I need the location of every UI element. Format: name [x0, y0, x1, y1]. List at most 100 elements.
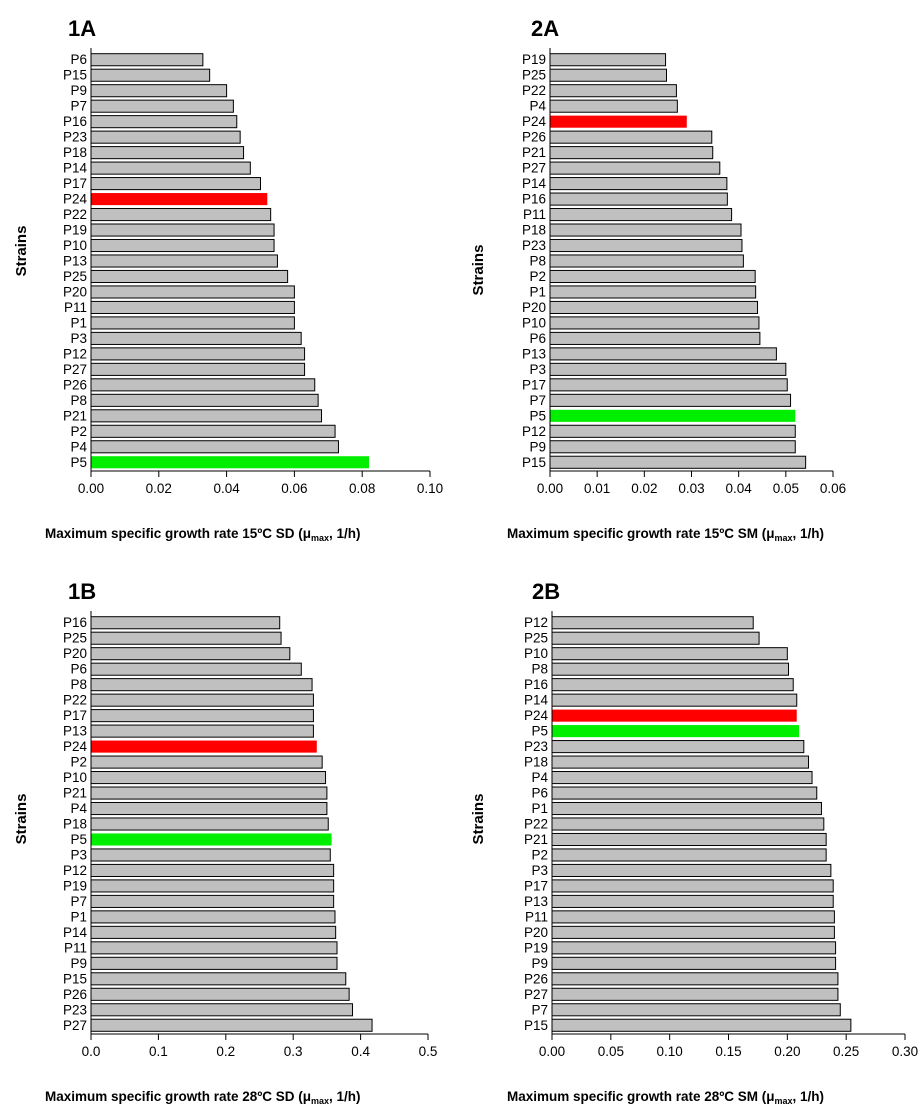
- bar-p20: [90, 647, 291, 661]
- category-label-p12: P12: [524, 615, 548, 630]
- bar-p23: [551, 740, 805, 754]
- category-label-p12: P12: [63, 863, 87, 878]
- bar-p27: [90, 362, 306, 376]
- category-label-p7: P7: [531, 1002, 548, 1017]
- x-axis-label: Maximum specific growth rate 28ºC SM (μm…: [507, 1089, 824, 1106]
- category-label-p20: P20: [522, 300, 546, 315]
- bar-p6: [90, 662, 302, 676]
- category-label-p13: P13: [63, 254, 87, 269]
- x-tick-label: 0.06: [281, 481, 307, 496]
- bar-p2: [90, 755, 323, 769]
- panel-label: 1B: [68, 579, 96, 604]
- category-label-p2: P2: [70, 755, 87, 770]
- bar-p2: [551, 848, 827, 862]
- category-label-p9: P9: [70, 83, 87, 98]
- bar-p20: [551, 925, 835, 939]
- bar-p15: [549, 455, 807, 469]
- bar-p4: [90, 440, 339, 454]
- x-axis-label: Maximum specific growth rate 15ºC SD (μm…: [45, 526, 361, 543]
- bar-p14: [549, 177, 728, 191]
- bar-p6: [90, 53, 204, 67]
- category-label-p26: P26: [63, 987, 87, 1002]
- category-label-p22: P22: [63, 207, 87, 222]
- bar-p17: [551, 879, 834, 893]
- bar-p18: [90, 817, 329, 831]
- category-label-p14: P14: [524, 693, 549, 708]
- bar-p21: [90, 786, 328, 800]
- bar-p16: [551, 678, 794, 692]
- category-label-p15: P15: [522, 455, 546, 470]
- category-label-p4: P4: [70, 439, 87, 454]
- bar-p8: [90, 678, 313, 692]
- x-axis-label: Maximum specific growth rate 28ºC SD (μm…: [45, 1089, 361, 1106]
- bar-p23: [549, 238, 743, 253]
- bar-p17: [90, 177, 261, 191]
- bar-p19: [90, 223, 275, 237]
- bar-p16: [90, 115, 238, 129]
- x-tick-label: 0.2: [216, 1044, 235, 1059]
- category-label-p26: P26: [524, 971, 548, 986]
- bar-p13: [551, 894, 834, 908]
- category-label-p21: P21: [522, 145, 546, 160]
- category-label-p2: P2: [531, 847, 548, 862]
- bar-p27: [551, 987, 839, 1001]
- category-label-p5: P5: [70, 832, 87, 847]
- bar-p13: [90, 724, 314, 738]
- bar-p5: [91, 833, 332, 846]
- x-tick-label: 0.00: [539, 1044, 565, 1059]
- bar-p24: [550, 115, 687, 128]
- x-tick-label: 0.02: [631, 481, 657, 496]
- bar-p10: [549, 316, 760, 330]
- category-label-p13: P13: [522, 346, 546, 361]
- bar-p21: [549, 146, 714, 160]
- category-label-p27: P27: [63, 362, 87, 377]
- bar-p4: [90, 801, 328, 816]
- x-tick-label: 0.0: [82, 1044, 101, 1059]
- bar-p16: [90, 616, 281, 630]
- bar-p15: [90, 972, 347, 986]
- category-label-p27: P27: [522, 161, 546, 176]
- bar-p25: [90, 269, 289, 284]
- bar-p7: [90, 99, 234, 113]
- category-label-p12: P12: [522, 424, 546, 439]
- bar-p21: [90, 409, 323, 423]
- category-label-p21: P21: [63, 786, 87, 801]
- bar-p19: [551, 941, 837, 955]
- category-label-p5: P5: [529, 408, 546, 423]
- bar-p24: [552, 709, 797, 722]
- panel-2b: 2BP12P25P10P8P16P14P24P5P23P18P4P6P1P22P…: [470, 579, 918, 1106]
- bar-p22: [551, 817, 825, 831]
- bar-p9: [549, 440, 796, 454]
- category-label-p1: P1: [531, 801, 548, 816]
- x-tick-label: 0.15: [715, 1044, 741, 1059]
- category-label-p6: P6: [70, 52, 87, 67]
- y-axis-label: Strains: [470, 794, 487, 845]
- x-tick-label: 0.06: [820, 481, 846, 496]
- panel-label: 1A: [68, 16, 96, 41]
- bar-p26: [90, 987, 350, 1001]
- category-label-p12: P12: [63, 346, 87, 361]
- bar-p21: [551, 832, 827, 847]
- bar-p12: [549, 424, 796, 438]
- category-label-p8: P8: [531, 662, 548, 677]
- x-tick-label: 0.08: [349, 481, 375, 496]
- bar-p23: [90, 1003, 354, 1017]
- bar-p12: [90, 863, 335, 877]
- category-label-p8: P8: [70, 677, 87, 692]
- category-label-p2: P2: [529, 269, 546, 284]
- category-label-p15: P15: [524, 1018, 548, 1033]
- x-tick-label: 0.00: [78, 481, 104, 496]
- category-label-p11: P11: [525, 909, 548, 924]
- category-label-p25: P25: [63, 631, 87, 646]
- bar-p22: [90, 693, 314, 707]
- category-label-p10: P10: [524, 646, 548, 661]
- category-label-p26: P26: [522, 130, 546, 145]
- bar-p4: [551, 771, 813, 785]
- category-label-p5: P5: [70, 455, 87, 470]
- bar-p26: [551, 972, 839, 986]
- category-label-p19: P19: [522, 52, 546, 67]
- bar-p2: [549, 269, 756, 284]
- bar-p19: [90, 879, 335, 893]
- bar-p11: [90, 300, 295, 314]
